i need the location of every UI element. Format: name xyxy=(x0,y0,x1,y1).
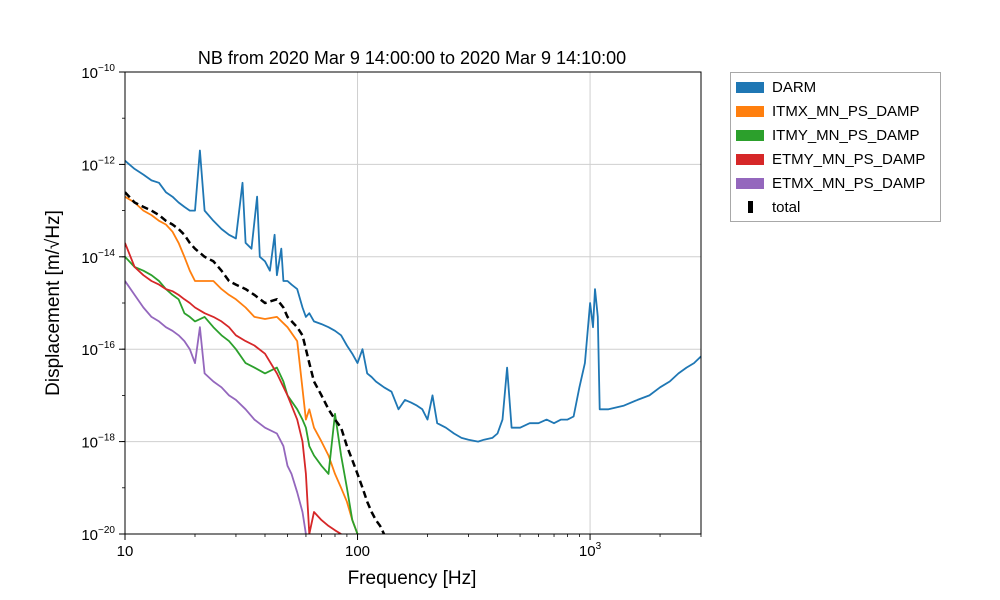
grid xyxy=(125,72,701,534)
y-tick-label: 10−12 xyxy=(81,155,115,174)
series-layer xyxy=(125,149,701,534)
y-tick-label: 10−14 xyxy=(81,248,115,267)
legend-swatch xyxy=(736,153,764,165)
x-tick-label: 103 xyxy=(579,541,602,560)
legend-swatch xyxy=(736,81,764,93)
y-tick-label: 10−18 xyxy=(81,433,115,452)
series-line-etmx-mn-ps-damp xyxy=(125,280,307,534)
y-tick-label: 10−20 xyxy=(81,525,115,544)
tick-layer: 10−20 10−18 10−16 10−14 10−12 10−10 10 100 103 xyxy=(81,63,702,560)
legend-item: ITMX_MN_PS_DAMP xyxy=(736,101,920,121)
legend-label: ITMY_MN_PS_DAMP xyxy=(772,126,920,144)
legend-label: ETMY_MN_PS_DAMP xyxy=(772,150,926,168)
legend-item: ITMY_MN_PS_DAMP xyxy=(736,125,920,145)
chart-title: NB from 2020 Mar 9 14:00:00 to 2020 Mar … xyxy=(198,48,626,68)
y-tick-label: 10−10 xyxy=(81,63,115,82)
y-axis-label: Displacement [m/√Hz] xyxy=(43,210,64,396)
plot-frame xyxy=(124,71,702,535)
y-tick-label: 10−16 xyxy=(81,340,115,359)
legend-swatch xyxy=(736,200,764,214)
series-line-itmy-mn-ps-damp xyxy=(125,256,359,534)
series-line-etmy-mn-ps-damp xyxy=(125,242,342,534)
legend-swatch xyxy=(736,177,764,189)
legend: DARM ITMX_MN_PS_DAMP ITMY_MN_PS_DAMP ETMY_M… xyxy=(730,72,941,222)
x-tick-label: 100 xyxy=(345,543,370,560)
legend-label: total xyxy=(772,198,801,216)
legend-label: ITMX_MN_PS_DAMP xyxy=(772,102,920,120)
series-line-itmx-mn-ps-damp xyxy=(125,195,359,534)
x-axis-label: Frequency [Hz] xyxy=(348,568,477,589)
legend-swatch xyxy=(736,105,764,117)
legend-label: DARM xyxy=(772,78,817,96)
series-line-darm xyxy=(125,149,701,443)
legend-label: ETMX_MN_PS_DAMP xyxy=(772,174,926,192)
legend-item: ETMY_MN_PS_DAMP xyxy=(736,149,925,169)
legend-item: ETMX_MN_PS_DAMP xyxy=(736,173,925,193)
legend-item: DARM xyxy=(736,77,816,97)
x-tick-label: 10 xyxy=(117,543,134,560)
legend-item: total xyxy=(736,197,800,217)
legend-swatch xyxy=(736,129,764,141)
series-line-total xyxy=(125,191,386,534)
